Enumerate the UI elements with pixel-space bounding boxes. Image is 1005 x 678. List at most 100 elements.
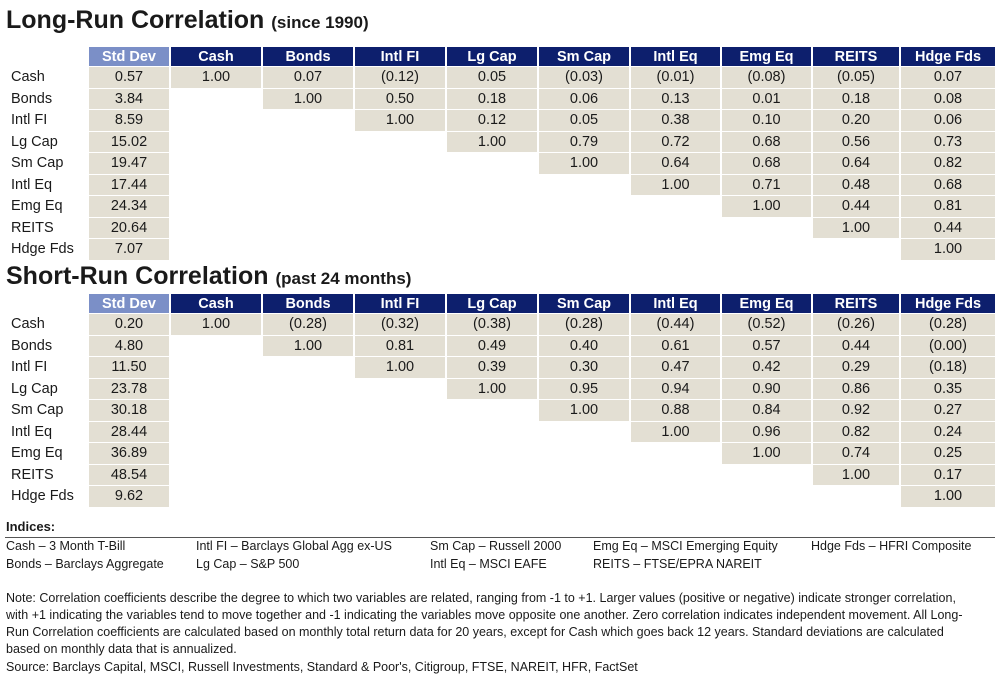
- empty-cell: [171, 89, 261, 110]
- empty-cell: [447, 400, 537, 421]
- table-row: REITS 20.64 1.00 0.44: [7, 217, 995, 239]
- correlation-cell: 1.00: [813, 217, 899, 238]
- column-header-reits: REITS: [813, 294, 899, 313]
- correlation-cell: 0.47: [631, 357, 720, 378]
- empty-cell: [813, 239, 899, 260]
- correlation-cell: 1.00: [171, 314, 261, 335]
- empty-cell: [631, 239, 720, 260]
- empty-cell: [171, 218, 261, 239]
- std-dev-cell: 9.62: [89, 486, 169, 507]
- index-cash: Cash – 3 Month T-Bill: [6, 539, 126, 553]
- std-dev-cell: 7.07: [89, 239, 169, 260]
- correlation-cell: 0.81: [355, 335, 445, 356]
- std-dev-cell: 0.57: [89, 67, 169, 88]
- column-header-emg-eq: Emg Eq: [722, 294, 811, 313]
- column-header-emg-eq: Emg Eq: [722, 47, 811, 66]
- empty-cell: [539, 486, 629, 507]
- correlation-cell: 0.35: [901, 378, 995, 399]
- table-row: Sm Cap 30.18 1.00 0.88 0.84 0.92 0.27: [7, 400, 995, 421]
- std-dev-cell: 3.84: [89, 88, 169, 109]
- table-row: Cash 0.20 1.00 (0.28) (0.32) (0.38) (0.28) (0.4…: [7, 314, 995, 335]
- std-dev-cell: 15.02: [89, 131, 169, 152]
- empty-cell: [263, 239, 353, 260]
- empty-cell: [631, 196, 720, 217]
- std-dev-cell: 19.47: [89, 153, 169, 174]
- correlation-cell: 0.74: [813, 443, 899, 464]
- correlation-cell: 0.95: [539, 378, 629, 399]
- table-row: Bonds 4.80 1.00 0.81 0.49 0.40 0.61 0.57 0.44 (0.…: [7, 335, 995, 356]
- index-intl-eq: Intl Eq – MSCI EAFE: [430, 557, 547, 571]
- table-row: Bonds 3.84 1.00 0.50 0.18 0.06 0.13 0.01 0.18 0.0…: [7, 88, 995, 110]
- empty-cell: [539, 218, 629, 239]
- correlation-cell: 0.72: [631, 131, 720, 152]
- std-dev-cell: 20.64: [89, 217, 169, 238]
- correlation-cell: 0.48: [813, 174, 899, 195]
- correlation-cell: 0.18: [447, 88, 537, 109]
- empty-cell: [171, 443, 261, 464]
- correlation-cell: 0.27: [901, 400, 995, 421]
- table-row: Emg Eq 24.34 1.00 0.44 0.81: [7, 196, 995, 217]
- empty-cell: [447, 443, 537, 464]
- table-row: Hdge Fds 7.07 1.00: [7, 239, 995, 260]
- empty-cell: [539, 239, 629, 260]
- corner-cell: [7, 294, 87, 313]
- footnote: Note: Correlation coefficients describe …: [6, 591, 963, 656]
- table-row: Hdge Fds 9.62 1.00: [7, 486, 995, 507]
- empty-cell: [263, 357, 353, 378]
- empty-cell: [171, 486, 261, 507]
- empty-cell: [171, 110, 261, 131]
- index-intl-fi: Intl FI – Barclays Global Agg ex-US: [196, 539, 392, 553]
- correlation-cell: 0.94: [631, 378, 720, 399]
- empty-cell: [447, 196, 537, 217]
- row-label: REITS: [11, 219, 54, 236]
- correlation-cell: (0.12): [355, 67, 445, 88]
- empty-cell: [539, 175, 629, 196]
- correlation-cell: 0.68: [722, 153, 811, 174]
- column-header-bonds: Bonds: [263, 294, 353, 313]
- correlation-cell: (0.26): [813, 314, 899, 335]
- empty-cell: [171, 132, 261, 153]
- correlation-cell: 0.25: [901, 443, 995, 464]
- empty-cell: [539, 422, 629, 443]
- empty-cell: [447, 175, 537, 196]
- empty-cell: [631, 486, 720, 507]
- empty-cell: [355, 153, 445, 174]
- correlation-cell: 0.12: [447, 110, 537, 131]
- correlation-cell: 0.82: [901, 153, 995, 174]
- row-label: Lg Cap: [11, 133, 58, 150]
- std-dev-cell: 0.20: [89, 314, 169, 335]
- row-label: Sm Cap: [11, 155, 64, 172]
- index-hdge-fds: Hdge Fds – HFRI Composite: [811, 539, 972, 553]
- indices-title: Indices:: [6, 519, 56, 534]
- correlation-cell: (0.44): [631, 314, 720, 335]
- std-dev-cell: 30.18: [89, 400, 169, 421]
- empty-cell: [447, 218, 537, 239]
- empty-cell: [631, 465, 720, 486]
- empty-cell: [171, 357, 261, 378]
- empty-cell: [263, 196, 353, 217]
- column-header-lg-cap: Lg Cap: [447, 294, 537, 313]
- table-row: Intl FI 11.50 1.00 0.39 0.30 0.47 0.42 0.29 (0.1…: [7, 357, 995, 378]
- empty-cell: [722, 465, 811, 486]
- row-label: Cash: [11, 316, 45, 333]
- correlation-cell: 1.00: [631, 174, 720, 195]
- header-row: Std Dev Cash Bonds Intl FI Lg Cap Sm Cap Intl …: [7, 47, 995, 66]
- empty-cell: [171, 465, 261, 486]
- empty-cell: [631, 443, 720, 464]
- empty-cell: [539, 443, 629, 464]
- correlation-cell: 1.00: [263, 88, 353, 109]
- correlation-cell: 0.86: [813, 378, 899, 399]
- correlation-cell: (0.52): [722, 314, 811, 335]
- short-run-correlation-table: Std Dev Cash Bonds Intl FI Lg Cap Sm Cap Intl …: [5, 293, 997, 508]
- row-label: Intl Eq: [11, 176, 53, 193]
- correlation-cell: 0.06: [539, 88, 629, 109]
- correlation-cell: 0.84: [722, 400, 811, 421]
- empty-cell: [631, 218, 720, 239]
- correlation-cell: 0.29: [813, 357, 899, 378]
- correlation-cell: 1.00: [263, 335, 353, 356]
- row-label: Hdge Fds: [11, 488, 74, 505]
- correlation-cell: 0.96: [722, 421, 811, 442]
- header-row: Std Dev Cash Bonds Intl FI Lg Cap Sm Cap Intl …: [7, 294, 995, 313]
- row-label: Emg Eq: [11, 445, 63, 462]
- empty-cell: [263, 379, 353, 400]
